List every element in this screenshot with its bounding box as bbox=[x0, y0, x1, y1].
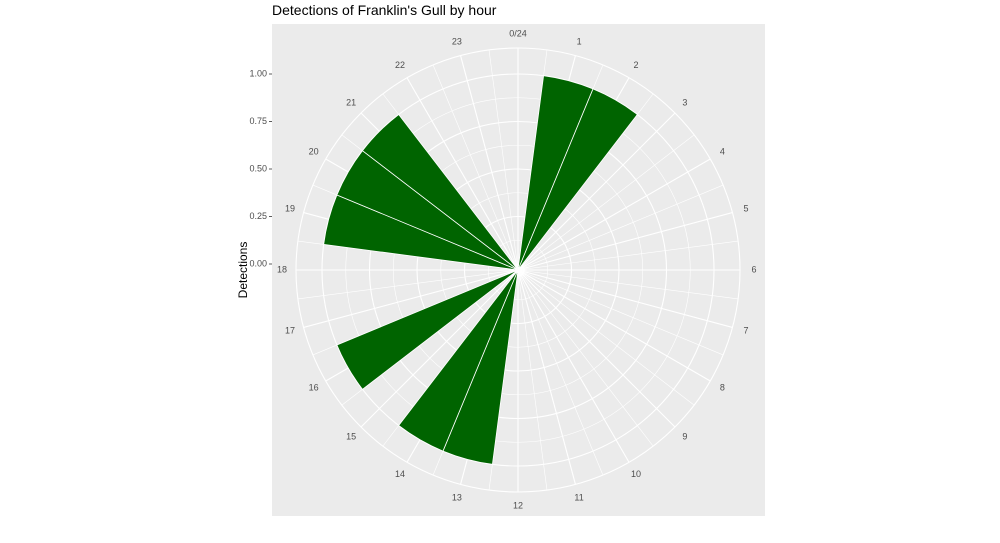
hour-label-1: 1 bbox=[577, 36, 582, 46]
minor-spoke bbox=[517, 184, 724, 271]
y-tick-label: 0.75 bbox=[249, 116, 267, 126]
bar-hour-2 bbox=[517, 88, 638, 271]
hour-label-14: 14 bbox=[395, 469, 405, 479]
y-axis-title: Detections bbox=[236, 242, 250, 299]
hour-label-12: 12 bbox=[513, 500, 523, 510]
y-tick-label: 0.00 bbox=[249, 258, 267, 268]
minor-spoke bbox=[517, 269, 604, 476]
chart-title: Detections of Franklin's Gull by hour bbox=[272, 2, 497, 18]
major-spoke bbox=[517, 269, 676, 428]
major-spoke bbox=[517, 269, 711, 382]
hour-label-11: 11 bbox=[574, 492, 583, 502]
minor-spoke bbox=[488, 49, 519, 271]
hour-label-4: 4 bbox=[720, 146, 725, 156]
hour-labels: 0/24123456789101112131415161718192021222… bbox=[277, 28, 757, 510]
bar-hour-16 bbox=[336, 269, 519, 390]
y-tick-label: 0.25 bbox=[249, 211, 267, 221]
minor-spoke bbox=[517, 240, 739, 271]
y-tick-label: 0.50 bbox=[249, 163, 267, 173]
hour-label-5: 5 bbox=[743, 203, 748, 213]
minor-spoke bbox=[517, 269, 654, 447]
minor-spoke bbox=[517, 269, 548, 491]
bar-hour-14 bbox=[398, 269, 519, 452]
hour-label-10: 10 bbox=[631, 469, 641, 479]
major-spoke bbox=[517, 269, 630, 463]
major-spoke bbox=[360, 269, 519, 428]
major-spoke bbox=[303, 269, 519, 328]
major-spoke bbox=[406, 77, 519, 271]
minor-spoke bbox=[297, 269, 519, 300]
major-spoke bbox=[517, 269, 576, 485]
bars bbox=[323, 75, 638, 465]
hour-label-23: 23 bbox=[452, 36, 462, 46]
hour-label-22: 22 bbox=[395, 60, 405, 70]
hour-label-18: 18 bbox=[277, 264, 287, 274]
hour-label-21: 21 bbox=[346, 97, 356, 107]
hour-label-6: 6 bbox=[751, 264, 756, 274]
hour-label-0: 0/24 bbox=[509, 28, 527, 38]
bar-hour-21 bbox=[362, 114, 519, 271]
hour-label-19: 19 bbox=[285, 203, 295, 213]
minor-spoke bbox=[517, 134, 695, 271]
major-spoke bbox=[517, 212, 733, 271]
minor-spoke bbox=[432, 64, 519, 271]
major-spoke bbox=[460, 55, 519, 271]
radial-axis: 0.00 0.25 0.50 0.75 1.00 bbox=[249, 68, 272, 268]
major-spoke bbox=[517, 112, 676, 271]
hour-label-16: 16 bbox=[309, 382, 319, 392]
minor-spoke bbox=[517, 269, 739, 300]
major-spoke bbox=[517, 269, 733, 328]
hour-label-17: 17 bbox=[285, 325, 295, 335]
hour-label-3: 3 bbox=[682, 97, 687, 107]
minor-spoke bbox=[517, 269, 695, 406]
hour-label-2: 2 bbox=[633, 60, 638, 70]
hour-label-7: 7 bbox=[743, 325, 748, 335]
y-tick-label: 1.00 bbox=[249, 68, 267, 78]
major-spoke bbox=[517, 158, 711, 271]
minor-spoke bbox=[517, 269, 724, 356]
hour-label-13: 13 bbox=[452, 492, 462, 502]
hour-label-8: 8 bbox=[720, 382, 725, 392]
hour-label-20: 20 bbox=[309, 146, 319, 156]
hour-label-15: 15 bbox=[346, 431, 356, 441]
hour-label-9: 9 bbox=[682, 431, 687, 441]
